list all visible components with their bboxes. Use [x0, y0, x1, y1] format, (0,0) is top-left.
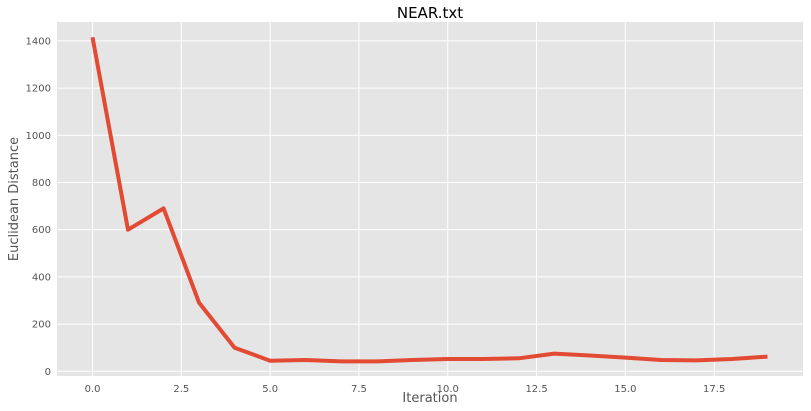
x-tick-label: 5.0: [262, 384, 278, 395]
x-axis-label: Iteration: [402, 391, 457, 406]
x-tick-label: 0.0: [85, 384, 101, 395]
grid: [57, 22, 803, 376]
series-line: [90, 36, 768, 364]
x-tick-label: 17.5: [703, 384, 725, 395]
y-tick-label: 400: [32, 272, 51, 283]
chart-title: NEAR.txt: [397, 4, 463, 22]
y-tick-label: 0: [45, 367, 51, 378]
tick-labels: 0.0 2.5 5.0 7.5 10.0 12.5 15.0 17.5 0 200 400 600 80…: [26, 36, 726, 395]
x-tick-label: 15.0: [614, 384, 636, 395]
y-tick-label: 1400: [26, 36, 51, 47]
y-axis-label: Euclidean Distance: [7, 137, 22, 261]
y-tick-label: 1200: [26, 84, 51, 95]
x-tick-label: 7.5: [351, 384, 367, 395]
series-layer: [90, 36, 768, 364]
y-tick-label: 200: [32, 320, 51, 331]
plot-background: [57, 22, 803, 376]
y-tick-label: 600: [32, 225, 51, 236]
x-tick-label: 12.5: [525, 384, 547, 395]
x-tick-label: 2.5: [173, 384, 189, 395]
x-tick-label: 10.0: [437, 384, 459, 395]
y-tick-label: 1000: [26, 131, 51, 142]
y-tick-label: 800: [32, 178, 51, 189]
